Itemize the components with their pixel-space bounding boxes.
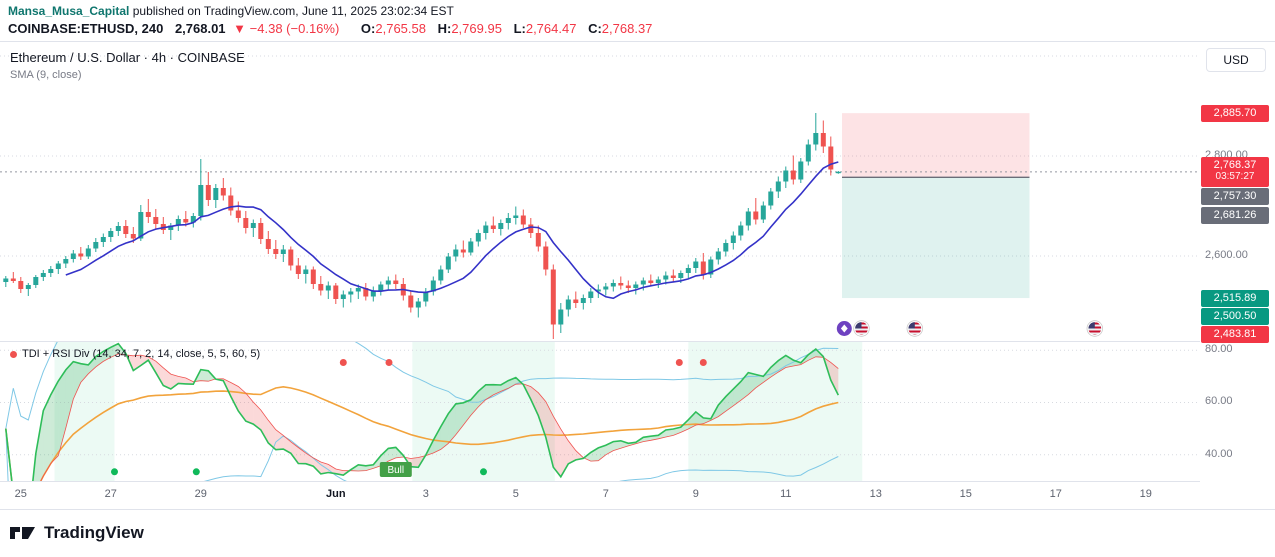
time-axis-label: 17 <box>1049 488 1062 500</box>
high-value: 2,769.95 <box>451 21 502 36</box>
event-icon-special[interactable] <box>836 321 852 336</box>
time-axis-label: 11 <box>780 488 792 500</box>
bullish-signal-dot <box>480 468 487 476</box>
bullish-signal-dot <box>192 468 200 476</box>
bearish-signal-dot <box>385 359 393 366</box>
header-divider <box>0 41 1275 42</box>
price-label-target[interactable]: 2,515.89 <box>1201 289 1269 307</box>
time-axis-label: 25 <box>14 488 27 500</box>
close-value: 2,768.37 <box>601 21 653 36</box>
tdi-signal-line <box>5 353 839 481</box>
low-value: 2,764.47 <box>525 21 577 36</box>
last-price-value: 2,768.01 <box>174 21 226 36</box>
symbol-name[interactable]: COINBASE:ETHUSD, 240 <box>8 21 164 36</box>
chart-legend[interactable]: Ethereum / U.S. Dollar · 4h · COINBASE S… <box>10 50 245 81</box>
bull-signal-label: Bull <box>379 462 412 477</box>
price-label-level[interactable]: 2,500.50 <box>1201 307 1269 325</box>
indicator-canvas[interactable]: Bull <box>0 341 1200 481</box>
bearish-signal-dot <box>675 359 683 366</box>
time-axis-label: 7 <box>602 488 609 500</box>
symbol-info-bar: COINBASE:ETHUSD, 240 2,768.01 ▼ −4.38 (−… <box>8 21 652 36</box>
economic-event-us-flag-icon[interactable] <box>1086 320 1104 337</box>
indicator-axis-label: 80.00 <box>1205 343 1233 356</box>
brand-name[interactable]: TradingView <box>44 523 144 542</box>
bullish-signal-dot <box>111 468 118 476</box>
short-position-tool[interactable] <box>842 113 1030 299</box>
high-label: H: <box>437 21 452 36</box>
footer-divider <box>0 509 1275 510</box>
price-scale[interactable]: USD 2,800.00 2,600.00 80.00 60.00 40.00 2,885… <box>1200 42 1275 509</box>
economic-event-us-flag-icon[interactable] <box>906 320 923 337</box>
price-label-level[interactable]: 2,681.26 <box>1201 206 1269 224</box>
time-axis-label: 3 <box>422 488 429 500</box>
bearish-signal-dot <box>699 359 707 366</box>
tdi-upper-band <box>5 341 839 429</box>
tradingview-logo-icon[interactable] <box>10 523 36 543</box>
published-text: published on TradingView.com, June 11, 2… <box>129 4 454 18</box>
ohlc-readout: O:2,765.58 H:2,769.95 L:2,764.47 C:2,768… <box>353 21 652 36</box>
tdi-lower-band <box>5 428 839 481</box>
indicator-axis-label: 40.00 <box>1205 447 1233 460</box>
price-label-last-price-countdown[interactable]: 2,768.37 03:57:27 <box>1201 156 1269 187</box>
open-value: 2,765.58 <box>375 21 426 36</box>
legend-symbol-title[interactable]: Ethereum / U.S. Dollar · 4h · COINBASE <box>10 50 245 65</box>
candlesticks <box>3 113 841 339</box>
indicator-title[interactable]: TDI + RSI Div (14, 34, 7, 2, 14, close, … <box>22 348 261 360</box>
price-label-entry[interactable]: 2,757.30 <box>1201 187 1269 205</box>
panel-divider <box>0 341 1275 342</box>
bar-countdown: 03:57:27 <box>1215 170 1255 182</box>
time-axis-label: 9 <box>692 488 699 500</box>
time-axis-label: 5 <box>512 488 519 500</box>
indicator-color-dot-icon <box>10 350 17 358</box>
change-value: −4.38 (−0.16%) <box>249 21 340 36</box>
time-axis-label: 19 <box>1139 488 1152 500</box>
time-axis-label: 29 <box>194 488 207 500</box>
indicator-legend[interactable]: TDI + RSI Div (14, 34, 7, 2, 14, close, … <box>10 348 260 360</box>
low-label: L: <box>513 21 526 36</box>
indicator-axis-label: 60.00 <box>1205 395 1233 408</box>
publish-info-bar: Mansa_Musa_Capital published on TradingV… <box>8 4 454 18</box>
footer: TradingView <box>0 509 1275 557</box>
time-axis-label: 15 <box>959 488 972 500</box>
price-chart[interactable] <box>0 42 1200 341</box>
time-axis-label: 27 <box>104 488 117 500</box>
indicator-panel[interactable]: Bull <box>0 341 1200 481</box>
sma-line <box>65 161 839 300</box>
economic-event-us-flag-icon[interactable] <box>853 320 870 337</box>
price-label-alert[interactable]: 2,483.81 <box>1201 325 1269 343</box>
svg-text:Bull: Bull <box>387 465 404 476</box>
price-change: ▼ −4.38 (−0.16%) <box>233 21 339 36</box>
currency-button[interactable]: USD <box>1206 48 1266 72</box>
time-axis-divider <box>0 481 1275 482</box>
legend-sma-indicator[interactable]: SMA (9, close) <box>10 69 82 81</box>
tdi-rsi-line <box>5 342 840 481</box>
time-axis-label: 13 <box>869 488 882 500</box>
open-label: O: <box>360 21 376 36</box>
price-canvas[interactable] <box>0 42 1200 341</box>
time-scale[interactable]: 25 27 29 Jun 3 5 7 9 11 13 15 17 19 <box>0 481 1200 509</box>
publisher-name[interactable]: Mansa_Musa_Capital <box>8 4 130 18</box>
close-label: C: <box>588 21 602 36</box>
down-arrow-icon: ▼ <box>233 21 247 36</box>
price-label-stop[interactable]: 2,885.70 <box>1201 104 1269 122</box>
bearish-signal-dot <box>339 359 347 366</box>
time-axis-label: Jun <box>326 488 346 500</box>
price-axis-label: 2,600.00 <box>1205 249 1248 261</box>
